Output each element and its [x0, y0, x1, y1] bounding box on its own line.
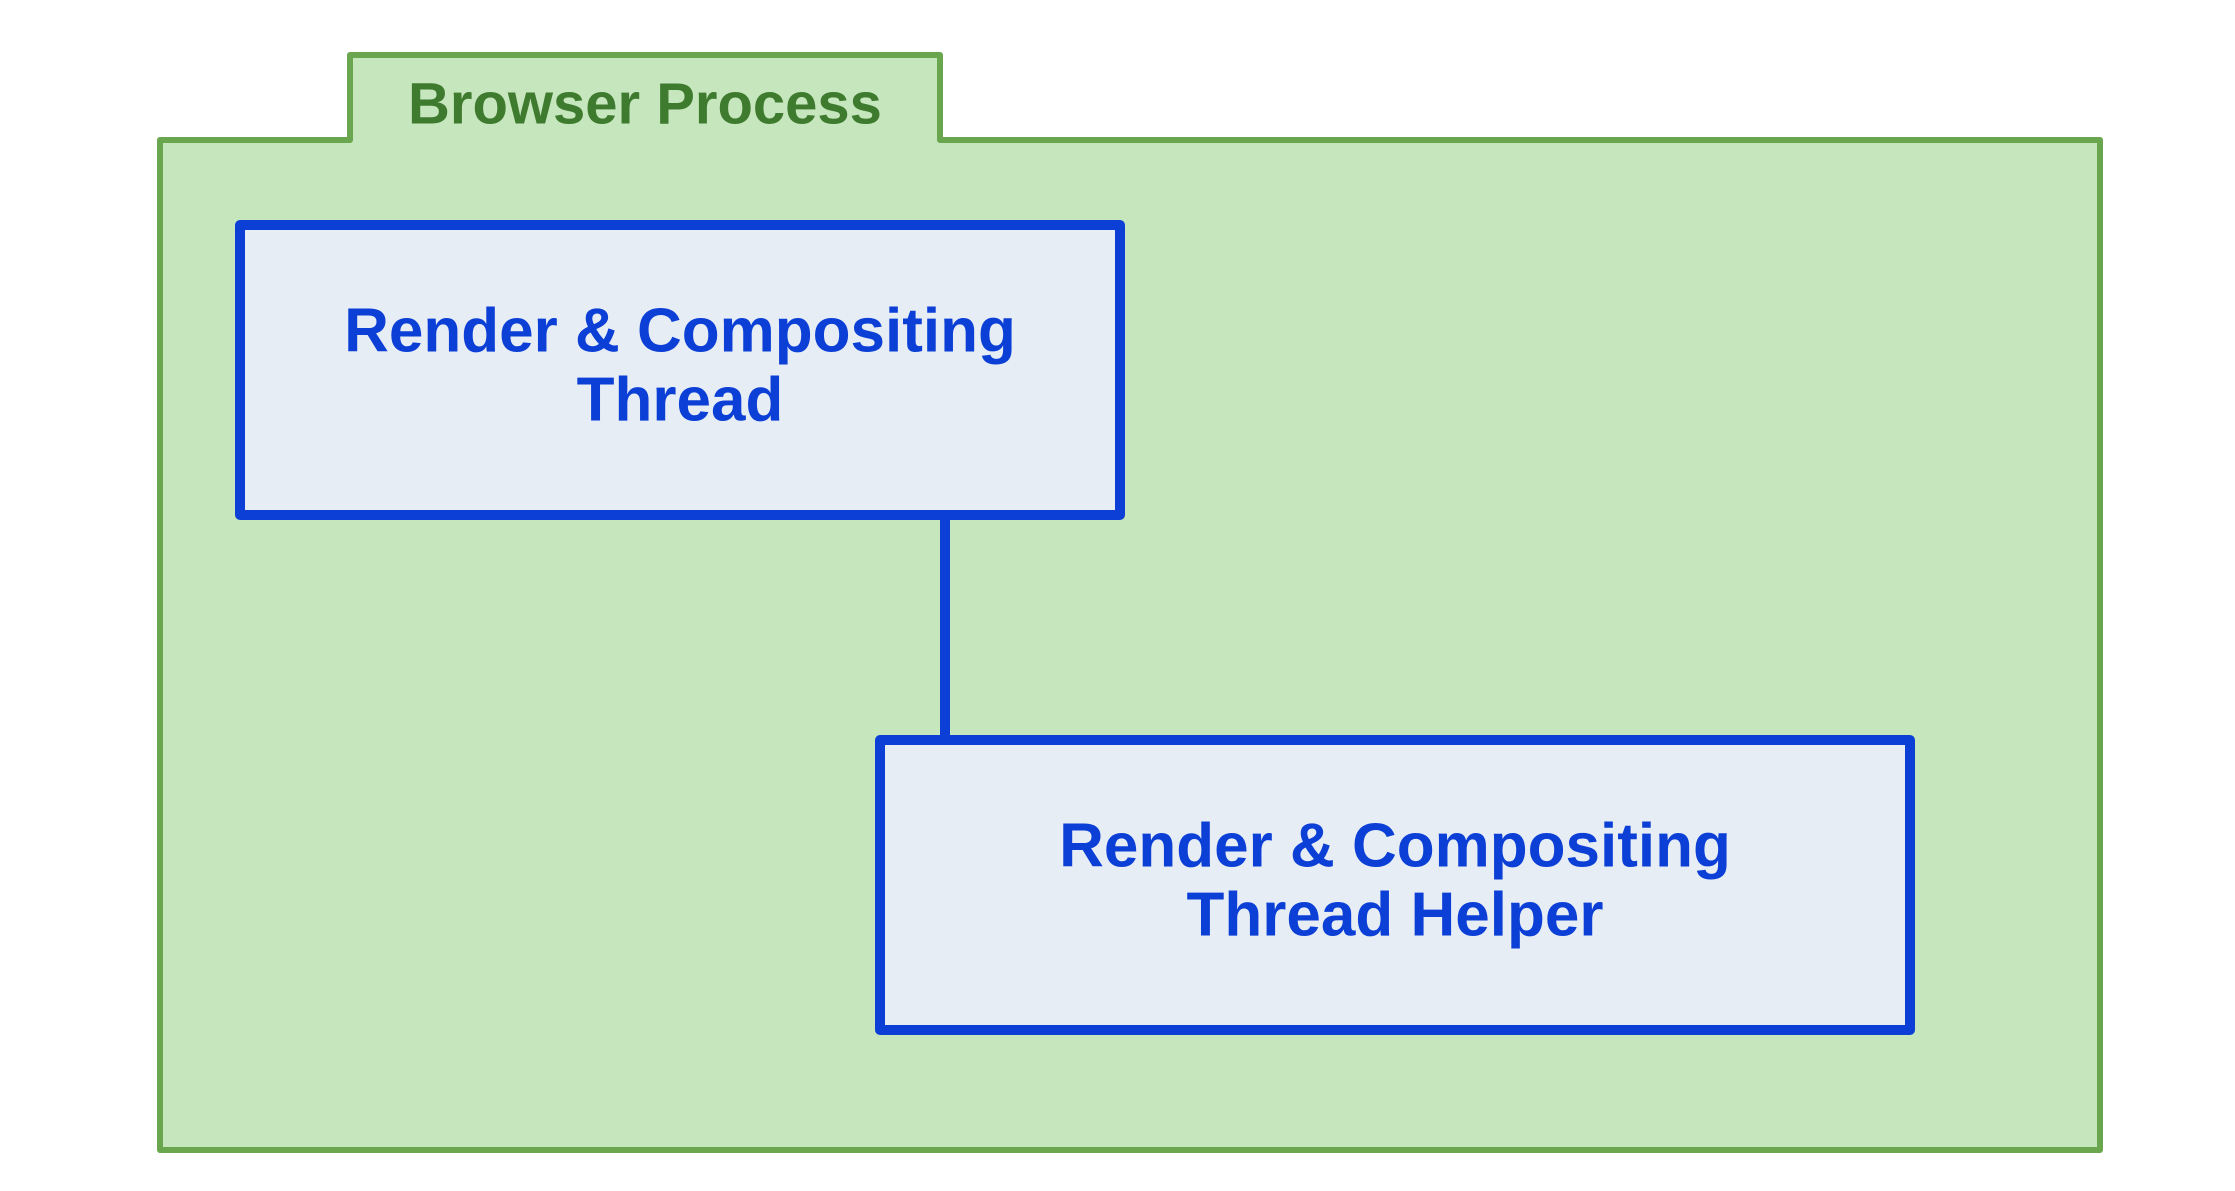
node-render-compositing-thread-label-line-0: Render & Compositing: [344, 297, 1016, 366]
node-render-compositing-thread-helper-label-line-0: Render & Compositing: [1059, 812, 1731, 881]
node-render-compositing-thread-helper-label-line-1: Thread Helper: [1187, 881, 1604, 950]
node-render-compositing-thread-label-line-1: Thread: [577, 366, 784, 435]
browser-process-title: Browser Process: [408, 71, 882, 136]
